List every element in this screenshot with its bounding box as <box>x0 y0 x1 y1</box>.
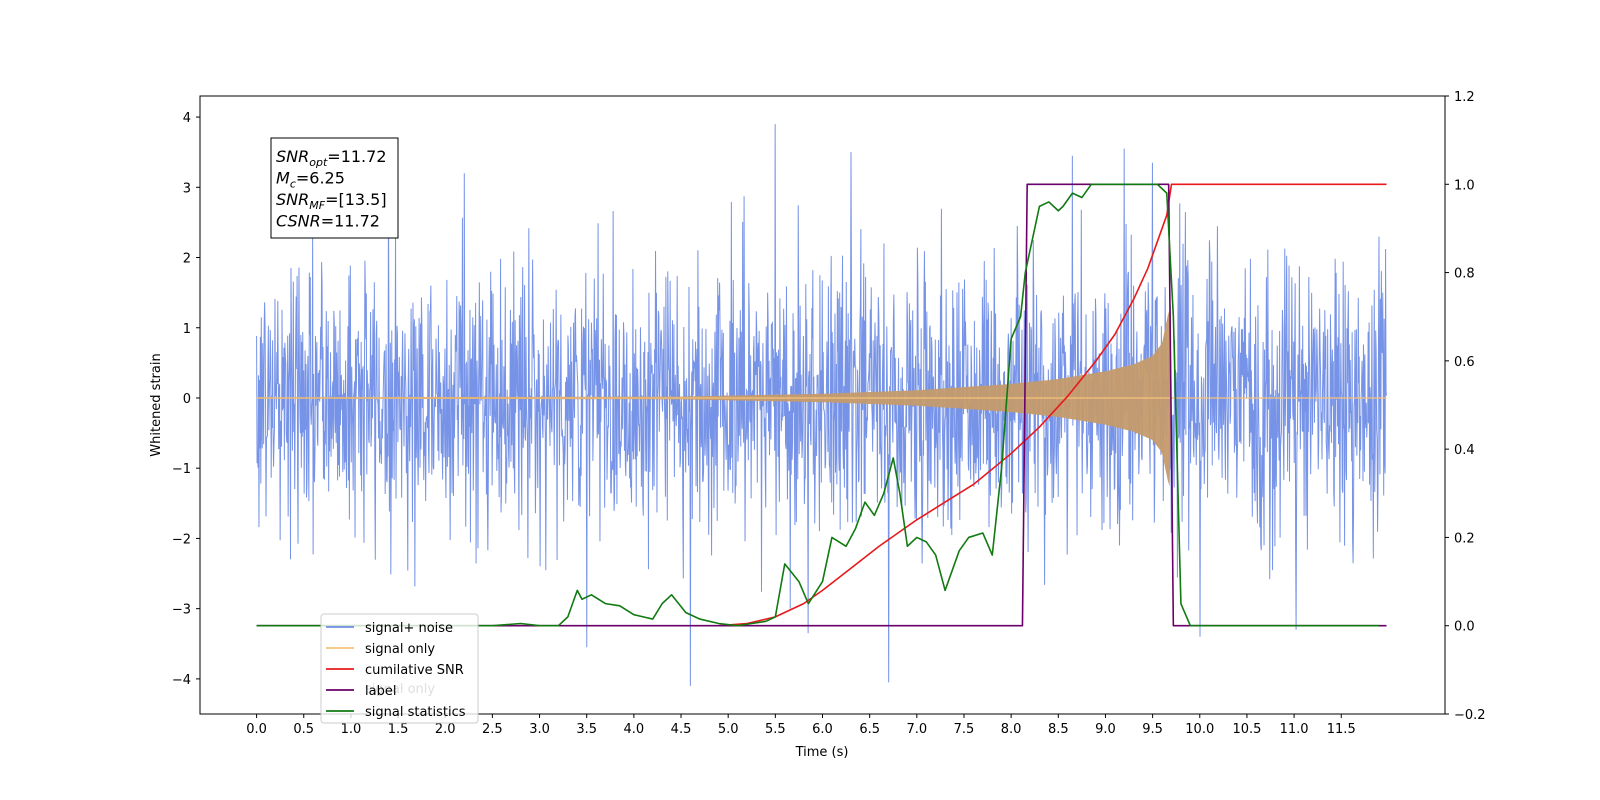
x-tick-label: 0.0 <box>246 722 267 737</box>
y-left-tick-label: −4 <box>172 673 191 688</box>
x-tick-label: 2.5 <box>482 722 503 737</box>
y-left-tick-label: −3 <box>172 603 191 618</box>
y-right-tick-label: 0.4 <box>1454 443 1475 458</box>
x-tick-label: 7.5 <box>954 722 975 737</box>
x-tick-label: 1.0 <box>341 722 362 737</box>
x-tick-label: 11.0 <box>1280 722 1309 737</box>
annotation-line: CSNR=11.72 <box>276 212 380 231</box>
legend-label: signal only <box>365 642 435 657</box>
y-left-tick-label: 1 <box>183 322 191 337</box>
y-right-tick-label: −0.2 <box>1454 708 1486 723</box>
x-tick-label: 4.0 <box>624 722 645 737</box>
y-right-tick-label: 1.2 <box>1454 90 1475 105</box>
y-right-tick-label: 0.6 <box>1454 355 1475 370</box>
y-axis-right: −0.2 0.0 0.2 0.4 0.6 0.8 1.0 1.2 <box>1445 90 1486 723</box>
y-left-tick-label: −2 <box>172 532 191 547</box>
x-tick-label: 5.5 <box>765 722 786 737</box>
series-signal-statistics <box>256 183 1379 627</box>
y-axis-left: −4 −3 −2 −1 0 1 2 3 4 <box>172 111 200 688</box>
plot-area <box>256 124 1388 686</box>
legend-ghost-text: signal only <box>365 682 435 697</box>
x-tick-label: 2.0 <box>435 722 456 737</box>
x-tick-label: 10.0 <box>1185 722 1214 737</box>
x-tick-label: 0.5 <box>293 722 314 737</box>
x-tick-label: 4.5 <box>671 722 692 737</box>
legend-frame <box>320 613 479 724</box>
annotation-box: SNRopt=11.72Mc=6.25SNRMF=[13.5]CSNR=11.7… <box>270 137 399 239</box>
y-left-tick-label: 2 <box>183 252 191 267</box>
legend-label: label <box>365 684 396 699</box>
legend-label: signal+ noise <box>365 621 453 636</box>
x-tick-label: 3.0 <box>529 722 550 737</box>
x-tick-label: 10.5 <box>1232 722 1261 737</box>
x-tick-label: 11.5 <box>1327 722 1356 737</box>
series-cumilative-snr <box>718 183 1387 627</box>
annotation-line: SNRMF=[13.5] <box>276 190 387 212</box>
x-tick-label: 7.0 <box>906 722 927 737</box>
y-right-tick-label: 1.0 <box>1454 178 1475 193</box>
x-tick-label: 5.0 <box>718 722 739 737</box>
y-right-tick-label: 0.2 <box>1454 531 1475 546</box>
x-tick-label: 1.5 <box>388 722 409 737</box>
x-tick-label: 6.5 <box>859 722 880 737</box>
x-tick-label: 9.0 <box>1095 722 1116 737</box>
series-signal-noise <box>256 124 1388 686</box>
y-left-tick-label: 0 <box>183 392 191 407</box>
legend-label: signal statistics <box>365 705 466 720</box>
x-axis-title: Time (s) <box>795 745 849 760</box>
legend-label: cumilative SNR <box>365 663 464 678</box>
x-tick-label: 8.5 <box>1048 722 1069 737</box>
x-tick-label: 8.0 <box>1001 722 1022 737</box>
x-tick-label: 9.5 <box>1142 722 1163 737</box>
y-axis-title: Whitened strain <box>149 353 164 456</box>
y-left-tick-label: −1 <box>172 462 191 477</box>
annotation-line: SNRopt=11.72 <box>276 147 387 169</box>
annotation-line: Mc=6.25 <box>276 169 345 191</box>
y-left-tick-label: 3 <box>183 181 191 196</box>
x-tick-label: 6.0 <box>812 722 833 737</box>
y-right-tick-label: 0.0 <box>1454 620 1475 635</box>
x-axis: 0.0 0.5 1.0 1.5 2.0 2.5 3.0 3.5 4.0 4.5 5.0 5.5 6.0 6… <box>246 714 1356 737</box>
x-tick-label: 3.5 <box>576 722 597 737</box>
y-left-tick-label: 4 <box>183 111 191 126</box>
y-right-tick-label: 0.8 <box>1454 267 1475 282</box>
legend: signal only signal+ noise signal only cumil… <box>320 613 479 724</box>
